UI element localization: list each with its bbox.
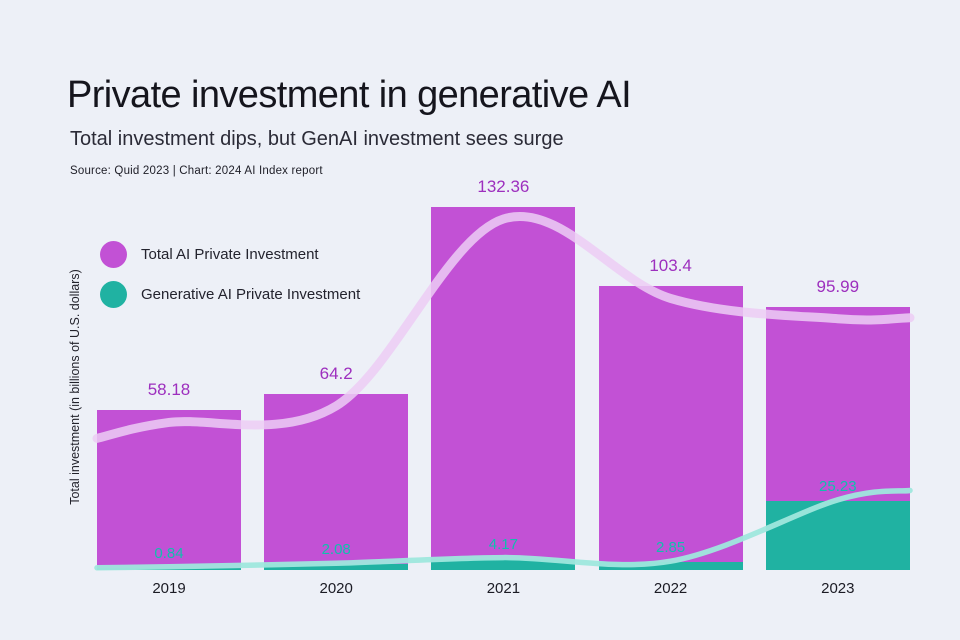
bar-generative-2023: [765, 500, 910, 570]
x-tick-2020: 2020: [319, 580, 353, 597]
x-tick-2022: 2022: [653, 580, 688, 597]
page-title: Private investment in generative AI: [67, 74, 632, 116]
value-label-generative-2021: 4.17: [488, 535, 518, 553]
value-label-total-2023: 95.99: [816, 276, 860, 296]
value-label-generative-2019: 0.84: [154, 544, 184, 562]
value-label-total-2022: 103.4: [649, 256, 692, 276]
x-tick-2023: 2023: [821, 580, 855, 597]
value-label-generative-2020: 2.08: [321, 541, 351, 559]
value-label-generative-2022: 2.85: [655, 539, 686, 557]
source-credit: Source: Quid 2023 | Chart: 2024 AI Index…: [70, 165, 323, 177]
bar-generative-2021: [431, 558, 576, 570]
bar-total-2022: [598, 286, 743, 570]
value-label-total-2019: 58.18: [147, 380, 191, 400]
chart-subtitle: Total investment dips, but GenAI investm…: [70, 128, 564, 150]
bar-generative-2019: [97, 567, 241, 570]
value-label-generative-2023: 25.23: [819, 477, 857, 495]
bar-generative-2022: [598, 562, 743, 570]
value-label-total-2020: 64.2: [319, 363, 353, 383]
value-label-total-2021: 132.36: [477, 177, 530, 196]
bar-total-2021: [431, 207, 576, 570]
x-tick-2019: 2019: [152, 580, 186, 597]
bar-generative-2020: [264, 564, 409, 570]
x-tick-2021: 2021: [486, 580, 521, 597]
